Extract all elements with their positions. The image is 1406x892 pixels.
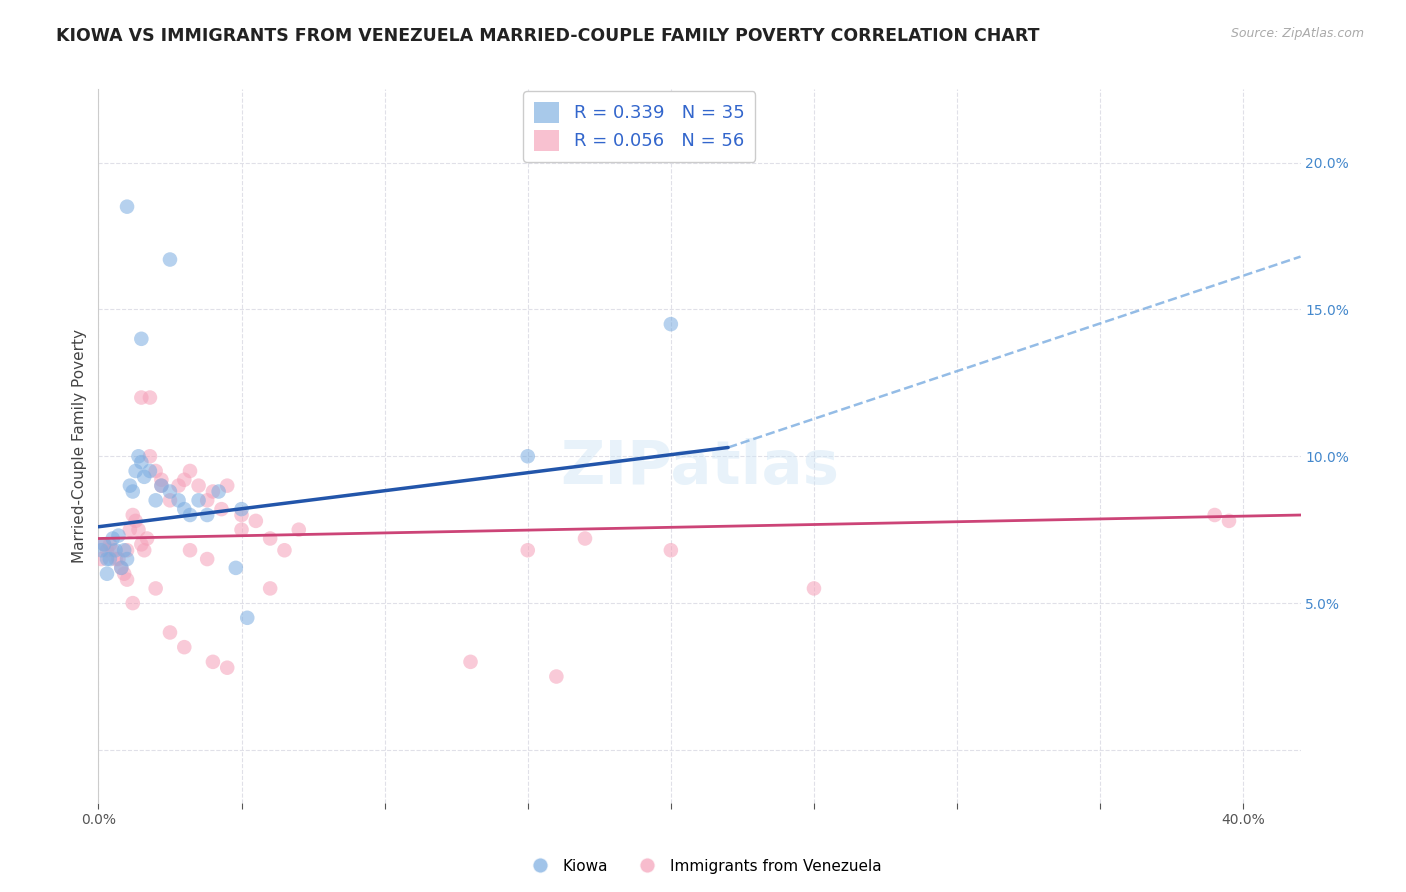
Point: [201, 484, 224, 499]
Point: [460, 655, 482, 669]
Point: [128, 450, 150, 464]
Point: [167, 493, 190, 508]
Point: [107, 552, 129, 566]
Point: [96, 566, 118, 581]
Point: [131, 455, 153, 469]
Legend: Kiowa, Immigrants from Venezuela: Kiowa, Immigrants from Venezuela: [519, 853, 887, 880]
Point: [201, 655, 224, 669]
Point: [96, 543, 118, 558]
Point: [211, 502, 233, 516]
Point: [150, 473, 173, 487]
Point: [179, 508, 201, 522]
Point: [187, 493, 209, 508]
Text: Source: ZipAtlas.com: Source: ZipAtlas.com: [1230, 27, 1364, 40]
Point: [273, 543, 295, 558]
Point: [225, 561, 247, 575]
Point: [115, 543, 138, 558]
Point: [110, 561, 132, 575]
Point: [659, 543, 682, 558]
Point: [110, 561, 132, 575]
Point: [115, 573, 138, 587]
Point: [118, 523, 141, 537]
Point: [131, 537, 153, 551]
Point: [139, 450, 162, 464]
Point: [803, 582, 825, 596]
Point: [159, 625, 181, 640]
Point: [236, 611, 259, 625]
Point: [195, 552, 218, 566]
Point: [574, 532, 596, 546]
Point: [121, 484, 143, 499]
Point: [167, 478, 190, 492]
Point: [139, 391, 162, 405]
Y-axis label: Married-Couple Family Poverty: Married-Couple Family Poverty: [72, 329, 87, 563]
Point: [112, 566, 135, 581]
Point: [145, 493, 167, 508]
Point: [150, 478, 173, 492]
Point: [104, 543, 127, 558]
Point: [115, 552, 138, 566]
Point: [217, 478, 239, 492]
Point: [93, 537, 115, 551]
Point: [134, 543, 156, 558]
Point: [231, 523, 253, 537]
Point: [104, 552, 127, 566]
Point: [121, 508, 143, 522]
Point: [98, 537, 121, 551]
Point: [112, 543, 135, 558]
Point: [134, 470, 156, 484]
Point: [208, 484, 231, 499]
Point: [107, 528, 129, 542]
Point: [124, 514, 146, 528]
Point: [516, 450, 538, 464]
Point: [159, 252, 181, 267]
Point: [145, 464, 167, 478]
Point: [128, 523, 150, 537]
Point: [231, 508, 253, 522]
Point: [145, 582, 167, 596]
Point: [136, 532, 159, 546]
Point: [231, 502, 253, 516]
Point: [259, 582, 281, 596]
Point: [516, 543, 538, 558]
Point: [150, 478, 173, 492]
Point: [217, 661, 239, 675]
Point: [139, 464, 162, 478]
Point: [546, 669, 568, 683]
Point: [179, 464, 201, 478]
Point: [96, 552, 118, 566]
Point: [93, 537, 115, 551]
Legend: R = 0.339   N = 35, R = 0.056   N = 56: R = 0.339 N = 35, R = 0.056 N = 56: [523, 91, 755, 161]
Point: [98, 552, 121, 566]
Text: KIOWA VS IMMIGRANTS FROM VENEZUELA MARRIED-COUPLE FAMILY POVERTY CORRELATION CHA: KIOWA VS IMMIGRANTS FROM VENEZUELA MARRI…: [56, 27, 1040, 45]
Point: [179, 543, 201, 558]
Point: [173, 640, 195, 655]
Point: [131, 332, 153, 346]
Point: [124, 464, 146, 478]
Point: [90, 552, 112, 566]
Point: [159, 493, 181, 508]
Point: [90, 543, 112, 558]
Point: [245, 514, 267, 528]
Point: [118, 478, 141, 492]
Point: [288, 523, 311, 537]
Point: [1218, 514, 1240, 528]
Point: [1204, 508, 1226, 522]
Text: ZIPatlas: ZIPatlas: [560, 438, 839, 497]
Point: [195, 508, 218, 522]
Point: [131, 391, 153, 405]
Point: [101, 543, 124, 558]
Point: [159, 484, 181, 499]
Point: [259, 532, 281, 546]
Point: [173, 473, 195, 487]
Point: [115, 200, 138, 214]
Point: [187, 478, 209, 492]
Point: [121, 596, 143, 610]
Point: [659, 317, 682, 331]
Point: [101, 532, 124, 546]
Point: [195, 493, 218, 508]
Point: [173, 502, 195, 516]
